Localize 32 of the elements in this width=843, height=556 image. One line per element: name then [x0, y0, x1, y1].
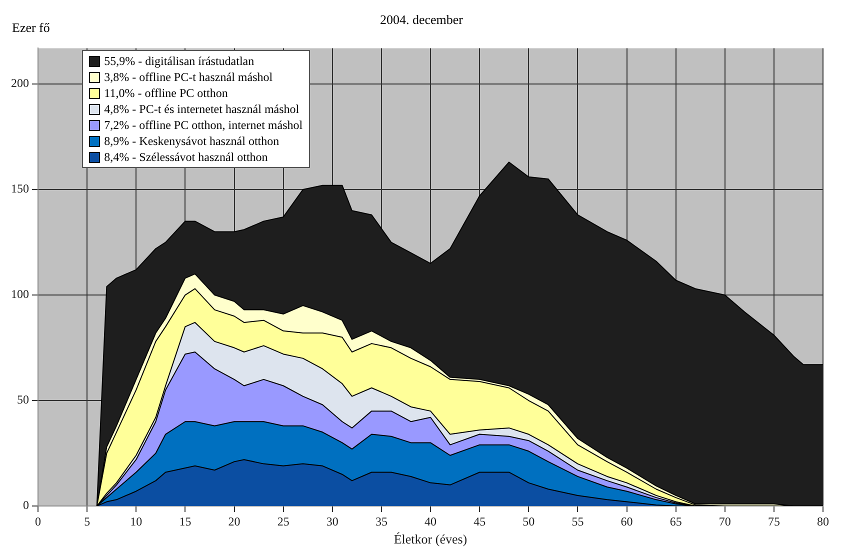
y-tick-label: 150	[11, 182, 29, 196]
legend-label: 11,0% - offline PC otthon	[104, 86, 228, 101]
x-tick-label: 40	[424, 514, 436, 528]
y-tick-label: 200	[11, 76, 29, 90]
legend-label: 3,8% - offline PC-t használ máshol	[104, 70, 273, 85]
legend-label: 4,8% - PC-t és internetet használ máshol	[104, 102, 300, 117]
legend-label: 8,4% - Szélessávot használ otthon	[104, 150, 268, 165]
x-tick-label: 75	[768, 514, 780, 528]
legend-label: 8,9% - Keskenysávot használ otthon	[104, 134, 280, 149]
x-tick-label: 50	[522, 514, 535, 528]
x-tick-label: 45	[474, 514, 486, 528]
x-tick-label: 70	[718, 514, 731, 528]
x-tick-label: 0	[35, 514, 41, 528]
y-tick-label: 50	[17, 392, 29, 407]
x-tick-label: 5	[84, 514, 90, 528]
x-tick-label: 60	[620, 514, 633, 528]
legend-label: 7,2% - offline PC otthon, internet máshol	[104, 118, 303, 133]
chart-title: 2004. december	[380, 12, 464, 27]
x-tick-label: 55	[572, 514, 584, 528]
x-tick-label: 15	[179, 514, 192, 528]
x-tick-label: 20	[228, 514, 240, 528]
x-tick-label: 65	[670, 514, 682, 528]
x-tick-label: 30	[326, 514, 338, 528]
x-tick-label: 35	[375, 514, 388, 528]
x-tick-label: 80	[817, 514, 829, 528]
x-tick-label: 25	[277, 514, 290, 528]
y-tick-label: 0	[23, 498, 29, 512]
y-tick-label: 100	[11, 287, 29, 302]
x-tick-label: 10	[130, 514, 142, 528]
x-axis-title: Életkor (éves)	[394, 532, 468, 547]
legend-label: 55,9% - digitálisan írástudatlan	[104, 54, 254, 69]
y-axis-title: Ezer fő	[12, 20, 50, 36]
